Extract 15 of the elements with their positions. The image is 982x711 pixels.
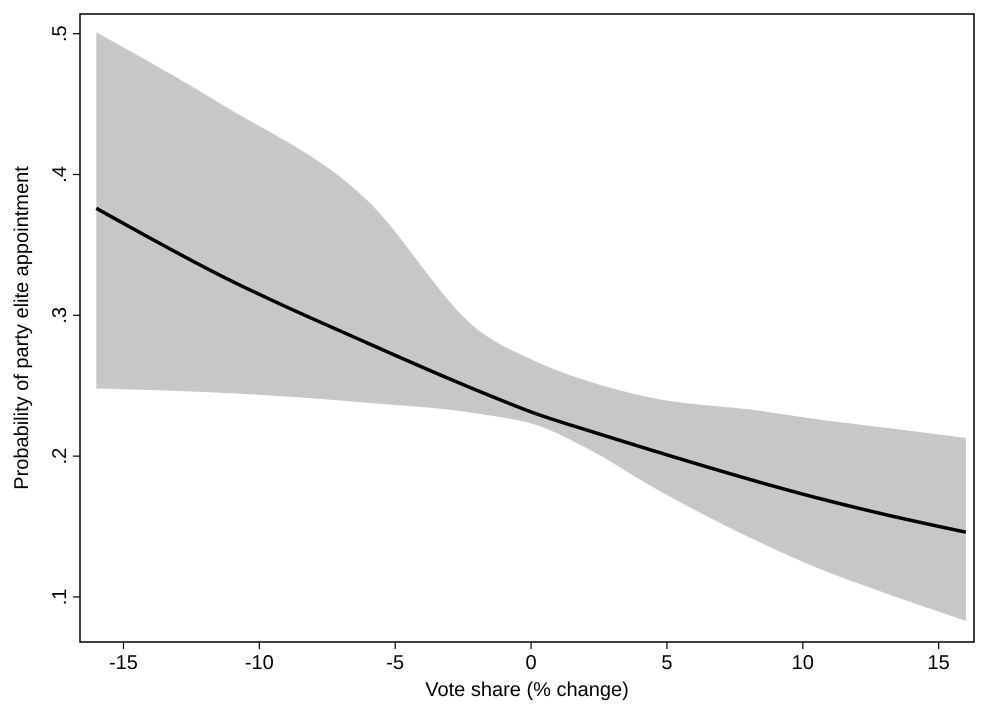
x-tick-label: -15 — [109, 652, 138, 674]
x-tick-label: 5 — [661, 652, 673, 674]
y-tick-label: .3 — [49, 306, 71, 324]
y-axis-title: Probability of party elite appointment — [11, 166, 33, 490]
x-tick-label: -10 — [244, 652, 274, 674]
y-tick-label: .1 — [49, 588, 71, 606]
y-tick-label: .2 — [49, 448, 71, 464]
x-tick-label: 10 — [792, 652, 814, 674]
x-tick-label: 0 — [526, 652, 537, 674]
x-tick-label: -5 — [386, 652, 404, 674]
line-series — [94, 206, 968, 534]
x-axis-title: Vote share (% change) — [425, 679, 629, 701]
y-tick-label: .5 — [49, 25, 71, 42]
x-tick-label: 15 — [928, 652, 950, 674]
y-tick-label: .4 — [49, 166, 71, 183]
